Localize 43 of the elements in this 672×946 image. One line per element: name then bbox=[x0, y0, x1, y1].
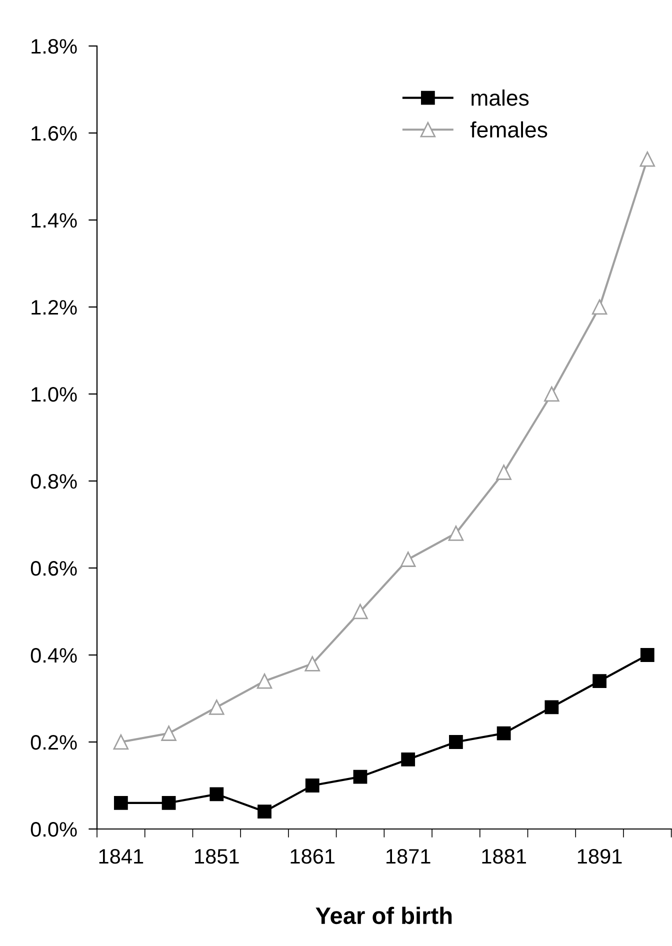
point bbox=[592, 674, 606, 688]
point bbox=[305, 778, 320, 792]
point bbox=[113, 734, 129, 750]
y-tick-label: 0.2% bbox=[30, 735, 77, 750]
y-tick-label: 1.4% bbox=[32, 213, 77, 228]
x-tick-label: 1861 bbox=[290, 848, 335, 864]
point bbox=[496, 464, 512, 480]
x-tick-label: 1871 bbox=[386, 848, 430, 864]
y-tick-label: 0.6% bbox=[30, 561, 77, 576]
point bbox=[640, 151, 656, 167]
point bbox=[304, 656, 320, 672]
point bbox=[592, 299, 608, 315]
y-tick-label: 1.6% bbox=[32, 126, 77, 141]
point bbox=[640, 648, 654, 662]
y-tick-label: 1.2% bbox=[32, 300, 77, 315]
y-tick-label: 1.0% bbox=[32, 387, 77, 402]
point bbox=[449, 735, 463, 749]
x-axis-title: Year of birth bbox=[316, 906, 452, 924]
point bbox=[353, 770, 368, 784]
y-tick-label: 0.0% bbox=[30, 822, 77, 837]
point bbox=[401, 752, 416, 766]
y-tick-label: 0.8% bbox=[30, 474, 77, 489]
point bbox=[544, 386, 560, 402]
point bbox=[448, 526, 464, 541]
point bbox=[210, 787, 224, 802]
point bbox=[161, 726, 176, 741]
legend-label: males bbox=[472, 89, 529, 106]
x-tick-label: 1841 bbox=[99, 848, 144, 864]
point bbox=[544, 700, 559, 714]
point bbox=[114, 796, 128, 810]
point bbox=[258, 804, 272, 819]
point bbox=[496, 726, 511, 740]
x-tick-label: 1891 bbox=[578, 848, 622, 864]
point bbox=[256, 673, 272, 689]
y-tick-label: 1.8% bbox=[32, 39, 77, 54]
point bbox=[209, 700, 224, 715]
x-tick-label: 1881 bbox=[482, 848, 526, 864]
x-tick-label: 1851 bbox=[195, 848, 239, 864]
legend-label: females bbox=[470, 121, 548, 138]
y-tick-label: 0.4% bbox=[30, 648, 77, 663]
point bbox=[400, 552, 416, 567]
point bbox=[352, 604, 368, 620]
point bbox=[162, 796, 176, 810]
